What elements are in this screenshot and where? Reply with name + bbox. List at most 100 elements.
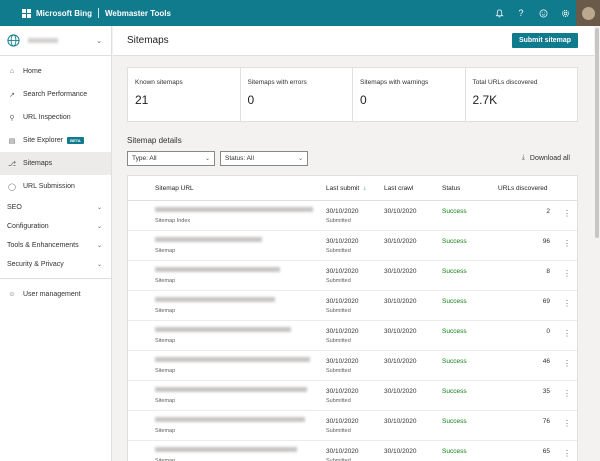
sidebar-group-tools[interactable]: Tools & Enhancements ⌄ bbox=[0, 236, 111, 255]
table-row[interactable]: Sitemap 30/10/2020 Submitted 30/10/2020 Succ… bbox=[128, 321, 577, 351]
status-filter-dropdown[interactable]: Status: All ⌄ bbox=[220, 151, 308, 166]
table-row[interactable]: Sitemap Index 30/10/2020 Submitted 30/10/20… bbox=[128, 201, 577, 231]
sitemap-type: Sitemap bbox=[155, 428, 176, 434]
sidebar-item-url-submission[interactable]: ◯ URL Submission bbox=[0, 175, 111, 198]
sidebar-item-label: Sitemaps bbox=[23, 160, 53, 167]
download-all-button[interactable]: ⤓ Download all bbox=[522, 154, 570, 162]
scrollbar-thumb[interactable] bbox=[595, 28, 599, 238]
status-badge: Success bbox=[442, 268, 467, 275]
globe-icon: ◯ bbox=[8, 183, 16, 191]
table-row[interactable]: Sitemap 30/10/2020 Submitted 30/10/2020 Succ… bbox=[128, 411, 577, 441]
col-last-submit[interactable]: Last submit ↓ bbox=[326, 185, 367, 192]
globe-icon bbox=[7, 34, 20, 47]
col-last-crawl[interactable]: Last crawl bbox=[384, 185, 414, 192]
last-crawl-date: 30/10/2020 bbox=[384, 418, 417, 425]
sitemap-url-redacted[interactable] bbox=[155, 357, 310, 362]
microsoft-logo-icon bbox=[22, 8, 31, 18]
last-crawl-date: 30/10/2020 bbox=[384, 238, 417, 245]
sitemap-url-redacted[interactable] bbox=[155, 417, 305, 422]
type-filter-dropdown[interactable]: Type: All ⌄ bbox=[127, 151, 215, 166]
submit-state: Submitted bbox=[326, 278, 351, 284]
download-icon: ⤓ bbox=[521, 154, 525, 161]
submit-state: Submitted bbox=[326, 338, 351, 344]
more-options-icon[interactable]: ⋮ bbox=[563, 359, 571, 368]
sitemap-url-redacted[interactable] bbox=[155, 387, 307, 392]
document-icon: ▤ bbox=[8, 137, 16, 145]
urls-discovered-count: 35 bbox=[542, 388, 550, 395]
sidebar-group-seo[interactable]: SEO ⌄ bbox=[0, 198, 111, 217]
status-badge: Success bbox=[442, 208, 467, 215]
last-submit-date: 30/10/2020 bbox=[326, 298, 359, 305]
site-name-redacted bbox=[28, 38, 58, 43]
table-row[interactable]: Sitemap 30/10/2020 Submitted 30/10/2020 Succ… bbox=[128, 441, 577, 461]
more-options-icon[interactable]: ⋮ bbox=[563, 299, 571, 308]
sidebar-group-security[interactable]: Security & Privacy ⌄ bbox=[0, 255, 111, 274]
more-options-icon[interactable]: ⋮ bbox=[563, 419, 571, 428]
section-title: Sitemap details bbox=[127, 136, 182, 145]
sidebar-item-search-performance[interactable]: ↗ Search Performance bbox=[0, 83, 111, 106]
scrollbar[interactable] bbox=[594, 26, 600, 461]
stat-sitemaps-with-warnings: Sitemaps with warnings 0 bbox=[353, 68, 466, 121]
sidebar-item-label: Home bbox=[23, 68, 42, 75]
urls-discovered-count: 65 bbox=[542, 448, 550, 455]
bing-logo[interactable]: Microsoft Bing Webmaster Tools bbox=[22, 8, 171, 18]
last-submit-date: 30/10/2020 bbox=[326, 418, 359, 425]
col-status[interactable]: Status bbox=[442, 185, 461, 192]
more-options-icon[interactable]: ⋮ bbox=[563, 389, 571, 398]
chevron-down-icon: ⌄ bbox=[96, 205, 102, 211]
sidebar-item-site-explorer[interactable]: ▤ Site Explorer BETA bbox=[0, 129, 111, 152]
submit-state: Submitted bbox=[326, 368, 351, 374]
table-row[interactable]: Sitemap 30/10/2020 Submitted 30/10/2020 Succ… bbox=[128, 261, 577, 291]
sidebar-item-label: Search Performance bbox=[23, 91, 88, 98]
stat-label: Sitemaps with warnings bbox=[360, 79, 429, 86]
chevron-down-icon: ⌄ bbox=[204, 156, 210, 162]
sidebar-item-home[interactable]: ⌂ Home bbox=[0, 60, 111, 83]
sitemap-icon: ⎇ bbox=[7, 160, 17, 168]
table-row[interactable]: Sitemap 30/10/2020 Submitted 30/10/2020 Succ… bbox=[128, 231, 577, 261]
more-options-icon[interactable]: ⋮ bbox=[563, 209, 571, 218]
sidebar-item-label: URL Submission bbox=[23, 183, 75, 190]
col-sitemap-url[interactable]: Sitemap URL bbox=[155, 185, 194, 192]
sitemap-url-redacted[interactable] bbox=[155, 297, 275, 302]
more-options-icon[interactable]: ⋮ bbox=[563, 449, 571, 458]
table-row[interactable]: Sitemap 30/10/2020 Submitted 30/10/2020 Succ… bbox=[128, 351, 577, 381]
sitemap-type: Sitemap bbox=[155, 458, 176, 461]
sidebar-item-user-management[interactable]: ☺ User management bbox=[0, 283, 111, 306]
avatar[interactable] bbox=[576, 0, 600, 26]
sidebar-item-url-inspection[interactable]: ⚲ URL Inspection bbox=[0, 106, 111, 129]
sidebar-group-configuration[interactable]: Configuration ⌄ bbox=[0, 217, 111, 236]
sitemap-url-redacted[interactable] bbox=[155, 447, 297, 452]
sitemap-type: Sitemap bbox=[155, 398, 176, 404]
sitemap-url-redacted[interactable] bbox=[155, 327, 291, 332]
divider bbox=[0, 278, 111, 279]
sitemap-url-redacted[interactable] bbox=[155, 237, 262, 242]
sitemap-url-redacted[interactable] bbox=[155, 267, 280, 272]
submit-sitemap-button[interactable]: Submit sitemap bbox=[512, 33, 578, 48]
bell-icon[interactable] bbox=[488, 0, 510, 26]
urls-discovered-count: 76 bbox=[542, 418, 550, 425]
gear-icon[interactable] bbox=[554, 0, 576, 26]
table-row[interactable]: Sitemap 30/10/2020 Submitted 30/10/2020 Succ… bbox=[128, 381, 577, 411]
status-badge: Success bbox=[442, 298, 467, 305]
last-submit-date: 30/10/2020 bbox=[326, 388, 359, 395]
sidebar-group-label: Tools & Enhancements bbox=[7, 242, 79, 249]
user-icon: ☺ bbox=[8, 291, 16, 298]
last-crawl-date: 30/10/2020 bbox=[384, 298, 417, 305]
stat-value: 0 bbox=[247, 93, 255, 107]
help-icon[interactable]: ? bbox=[518, 8, 524, 18]
urls-discovered-count: 69 bbox=[542, 298, 550, 305]
more-options-icon[interactable]: ⋮ bbox=[563, 269, 571, 278]
sidebar-group-label: SEO bbox=[7, 204, 22, 211]
col-urls-discovered[interactable]: URLs discovered bbox=[498, 185, 548, 192]
site-selector[interactable]: ⌄ bbox=[0, 26, 111, 56]
more-options-icon[interactable]: ⋮ bbox=[563, 239, 571, 248]
sitemap-url-redacted[interactable] bbox=[155, 207, 313, 212]
sidebar-item-label: Site Explorer bbox=[23, 137, 64, 144]
status-badge: Success bbox=[442, 328, 467, 335]
smiley-icon[interactable] bbox=[532, 0, 554, 26]
table-row[interactable]: Sitemap 30/10/2020 Submitted 30/10/2020 Succ… bbox=[128, 291, 577, 321]
more-options-icon[interactable]: ⋮ bbox=[563, 329, 571, 338]
sidebar-item-sitemaps[interactable]: ⎇ Sitemaps bbox=[0, 152, 111, 175]
last-submit-date: 30/10/2020 bbox=[326, 328, 359, 335]
urls-discovered-count: 0 bbox=[546, 328, 550, 335]
